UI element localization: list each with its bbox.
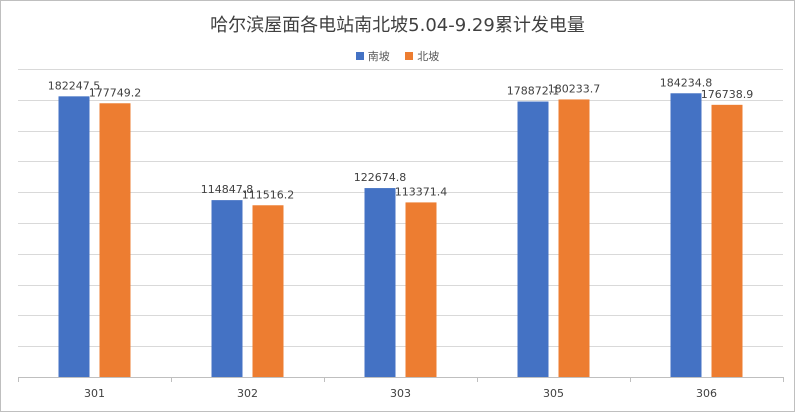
bar-south-305 bbox=[517, 101, 549, 378]
data-label-north-305: 180233.7 bbox=[548, 82, 601, 95]
data-label-south-301: 182247.5 bbox=[48, 79, 101, 92]
legend-swatch-north bbox=[405, 52, 414, 60]
data-label-south-306: 184234.8 bbox=[660, 76, 713, 89]
bar-south-303 bbox=[364, 188, 396, 377]
data-label-north-302: 111516.2 bbox=[242, 188, 295, 201]
x-tick-label-303: 303 bbox=[390, 387, 411, 400]
bar-south-306 bbox=[670, 93, 702, 377]
bar-north-305 bbox=[558, 99, 590, 378]
bar-north-303 bbox=[405, 202, 437, 377]
data-label-north-303: 113371.4 bbox=[395, 185, 448, 198]
bar-north-301 bbox=[99, 103, 131, 377]
bar-south-302 bbox=[211, 200, 243, 377]
chart-title: 哈尔滨屋面各电站南北坡5.04-9.29累计发电量 bbox=[210, 15, 585, 36]
legend-label-north: 北坡 bbox=[417, 50, 440, 63]
data-label-north-301: 177749.2 bbox=[89, 86, 142, 99]
legend: 南坡 北坡 bbox=[1, 48, 794, 64]
x-tick-label-305: 305 bbox=[543, 387, 564, 400]
data-label-north-306: 176738.9 bbox=[701, 88, 754, 101]
legend-swatch-south bbox=[355, 52, 364, 60]
data-label-south-303: 122674.8 bbox=[354, 171, 407, 184]
x-tick-label-302: 302 bbox=[237, 387, 258, 400]
x-tick-label-306: 306 bbox=[696, 387, 717, 400]
legend-label-south: 南坡 bbox=[367, 50, 390, 63]
data-label-south-302: 114847.8 bbox=[201, 183, 254, 196]
legend-item-south: 南坡 bbox=[355, 48, 390, 64]
bar-south-301 bbox=[58, 96, 90, 377]
data-label-south-305: 178872.1 bbox=[507, 85, 560, 98]
bar-north-302 bbox=[252, 205, 284, 377]
x-tick-label-301: 301 bbox=[84, 387, 105, 400]
bar-north-306 bbox=[711, 104, 743, 378]
legend-item-north: 北坡 bbox=[405, 48, 439, 64]
